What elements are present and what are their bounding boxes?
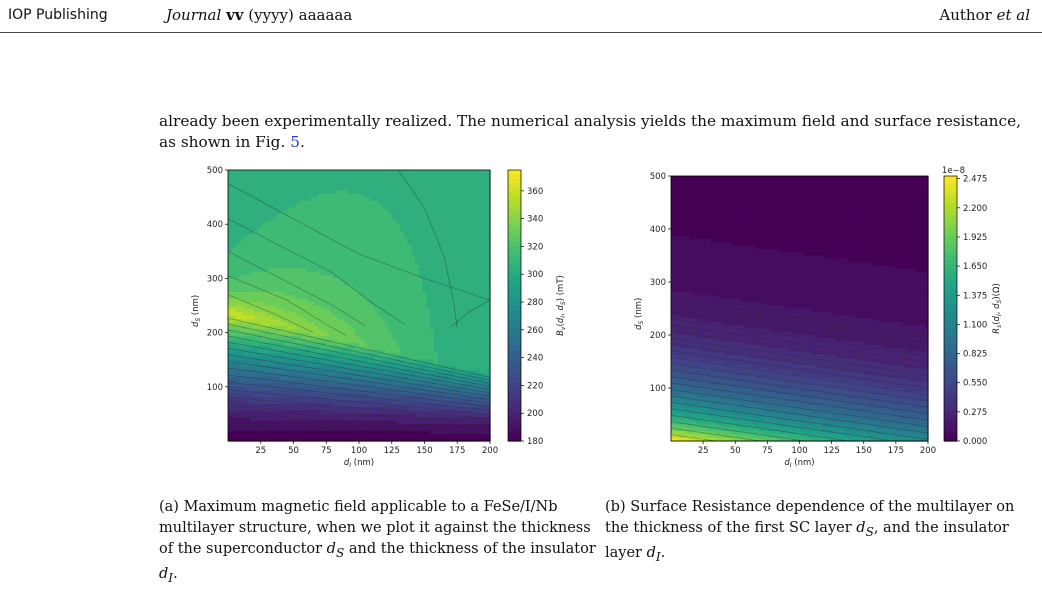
fig-b-colorbar-tick-label: 2.475: [963, 175, 987, 185]
fig-b-colorbar-tick-label: 0.825: [963, 350, 987, 360]
fig-b-colorbar-tick-label: 1.650: [963, 262, 987, 272]
fig-b-y-axis-label: dS (nm): [634, 298, 645, 330]
figure-b-caption: (b) Surface Resistance dependence of the…: [605, 497, 1035, 568]
fig-b-x-tick-label: 100: [791, 446, 807, 456]
fig-b-x-tick-label: 150: [856, 446, 872, 456]
fig-b-colorbar-gradient: [944, 176, 957, 442]
fig-b-y-tick-label: 400: [650, 225, 666, 235]
figure-a-caption: (a) Maximum magnetic field applicable to…: [159, 497, 603, 589]
fig-b-y-tick-label: 300: [650, 278, 666, 288]
fig-b-y-tick-label: 200: [650, 331, 666, 341]
fig-b-colorbar-label: Rs(dI, dS)(Ω): [992, 283, 1003, 334]
fig-b-x-tick-label: 125: [824, 446, 840, 456]
fig-b-colorbar-tick-label: 0.550: [963, 379, 987, 389]
fig-b-colorbar-tick-label: 2.200: [963, 204, 987, 214]
fig-b-x-tick-label: 175: [888, 446, 904, 456]
fig-b-x-tick-label: 50: [730, 446, 741, 456]
fig-b-y-tick-label: 100: [650, 384, 666, 394]
fig-b-colorbar-exponent: 1e−8: [942, 166, 965, 176]
fig-b-x-tick-label: 200: [920, 446, 936, 456]
fig-b-colorbar-tick-label: 0.275: [963, 408, 987, 418]
fig-b-colorbar-tick-label: 1.100: [963, 320, 987, 330]
fig-b-colorbar-tick-label: 1.375: [963, 291, 987, 301]
fig-b-y-tick-label: 500: [650, 172, 666, 182]
fig-b-colorbar-tick-label: 0.000: [963, 437, 987, 447]
fig-b-colorbar-tick-label: 1.925: [963, 233, 987, 243]
fig-b-x-tick-label: 25: [698, 446, 709, 456]
fig-b-x-tick-label: 75: [762, 446, 773, 456]
fig-b-x-axis-label: dI (nm): [784, 458, 814, 469]
